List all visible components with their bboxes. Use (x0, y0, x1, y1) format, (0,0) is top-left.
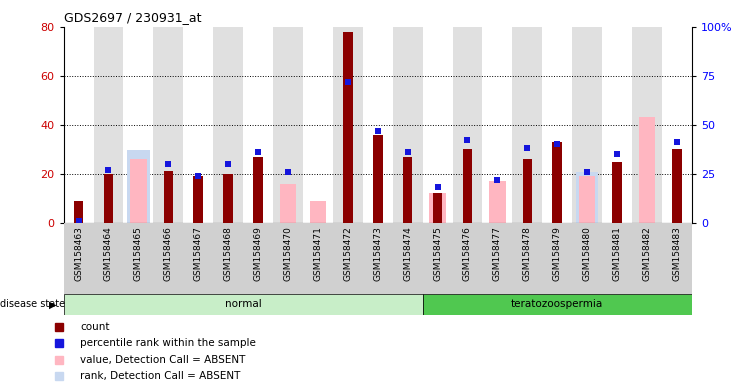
Text: value, Detection Call = ABSENT: value, Detection Call = ABSENT (80, 354, 245, 364)
Bar (280, 184, 296, 223)
Bar (303, 223, 333, 294)
Bar (153, 27, 183, 223)
Text: GSM158465: GSM158465 (134, 226, 143, 281)
Bar (403, 157, 412, 223)
Text: GSM158480: GSM158480 (583, 226, 592, 281)
Bar (512, 27, 542, 223)
Bar (74, 201, 83, 223)
Bar (64, 223, 94, 294)
Bar (453, 27, 482, 223)
Text: GSM158477: GSM158477 (493, 226, 502, 281)
Text: GSM158471: GSM158471 (313, 226, 322, 281)
Text: GSM158467: GSM158467 (194, 226, 203, 281)
Bar (94, 27, 123, 223)
Bar (639, 118, 655, 223)
Bar (662, 223, 692, 294)
Text: GSM158466: GSM158466 (164, 226, 173, 281)
Bar (572, 223, 602, 294)
Bar (553, 142, 562, 223)
Bar (273, 27, 303, 223)
Bar (482, 27, 512, 223)
Text: GSM158481: GSM158481 (613, 226, 622, 281)
Bar (363, 27, 393, 223)
Bar (273, 223, 303, 294)
Bar (123, 223, 153, 294)
Bar (433, 194, 442, 223)
Bar (613, 162, 622, 223)
Bar (183, 223, 213, 294)
Bar (254, 157, 263, 223)
Text: disease state: disease state (0, 299, 65, 310)
Text: GSM158479: GSM158479 (553, 226, 562, 281)
Bar (672, 149, 681, 223)
Bar (130, 159, 147, 223)
Bar (123, 27, 153, 223)
Text: GSM158478: GSM158478 (523, 226, 532, 281)
Text: count: count (80, 322, 109, 332)
Text: GSM158474: GSM158474 (403, 226, 412, 281)
Bar (512, 223, 542, 294)
Bar (576, 172, 598, 223)
Bar (632, 223, 662, 294)
Bar (243, 27, 273, 223)
Bar (463, 149, 472, 223)
Bar (602, 27, 632, 223)
Text: normal: normal (224, 299, 262, 310)
Bar (423, 27, 453, 223)
Bar (94, 223, 123, 294)
Bar (64, 294, 423, 315)
Text: percentile rank within the sample: percentile rank within the sample (80, 338, 256, 348)
Bar (453, 223, 482, 294)
Bar (333, 223, 363, 294)
Text: GSM158475: GSM158475 (433, 226, 442, 281)
Bar (393, 223, 423, 294)
Bar (523, 159, 532, 223)
Bar (213, 223, 243, 294)
Bar (303, 27, 333, 223)
Bar (662, 27, 692, 223)
Bar (310, 201, 326, 223)
Bar (542, 223, 572, 294)
Text: ▶: ▶ (49, 299, 56, 310)
Bar (579, 176, 595, 223)
Bar (104, 174, 113, 223)
Text: GSM158469: GSM158469 (254, 226, 263, 281)
Bar (224, 174, 233, 223)
Bar (363, 223, 393, 294)
Bar (194, 176, 203, 223)
Bar (333, 27, 363, 223)
Bar (243, 223, 273, 294)
Text: GSM158463: GSM158463 (74, 226, 83, 281)
Text: teratozoospermia: teratozoospermia (511, 299, 604, 310)
Bar (127, 150, 150, 223)
Text: GSM158473: GSM158473 (373, 226, 382, 281)
Text: GSM158464: GSM158464 (104, 226, 113, 281)
Text: rank, Detection Call = ABSENT: rank, Detection Call = ABSENT (80, 371, 240, 381)
Bar (153, 223, 183, 294)
Bar (183, 27, 213, 223)
Text: GSM158472: GSM158472 (343, 226, 352, 281)
Text: GSM158482: GSM158482 (643, 226, 652, 281)
Text: GSM158470: GSM158470 (283, 226, 292, 281)
Text: GDS2697 / 230931_at: GDS2697 / 230931_at (64, 11, 201, 24)
Bar (429, 194, 446, 223)
Bar (373, 135, 382, 223)
Bar (213, 27, 243, 223)
Bar (164, 171, 173, 223)
Bar (489, 181, 506, 223)
Bar (482, 223, 512, 294)
Bar (572, 27, 602, 223)
Bar (423, 294, 692, 315)
Bar (393, 27, 423, 223)
Bar (632, 27, 662, 223)
Text: GSM158476: GSM158476 (463, 226, 472, 281)
Bar (542, 27, 572, 223)
Bar (343, 32, 352, 223)
Bar (602, 223, 632, 294)
Bar (423, 223, 453, 294)
Text: GSM158483: GSM158483 (672, 226, 681, 281)
Bar (64, 27, 94, 223)
Text: GSM158468: GSM158468 (224, 226, 233, 281)
